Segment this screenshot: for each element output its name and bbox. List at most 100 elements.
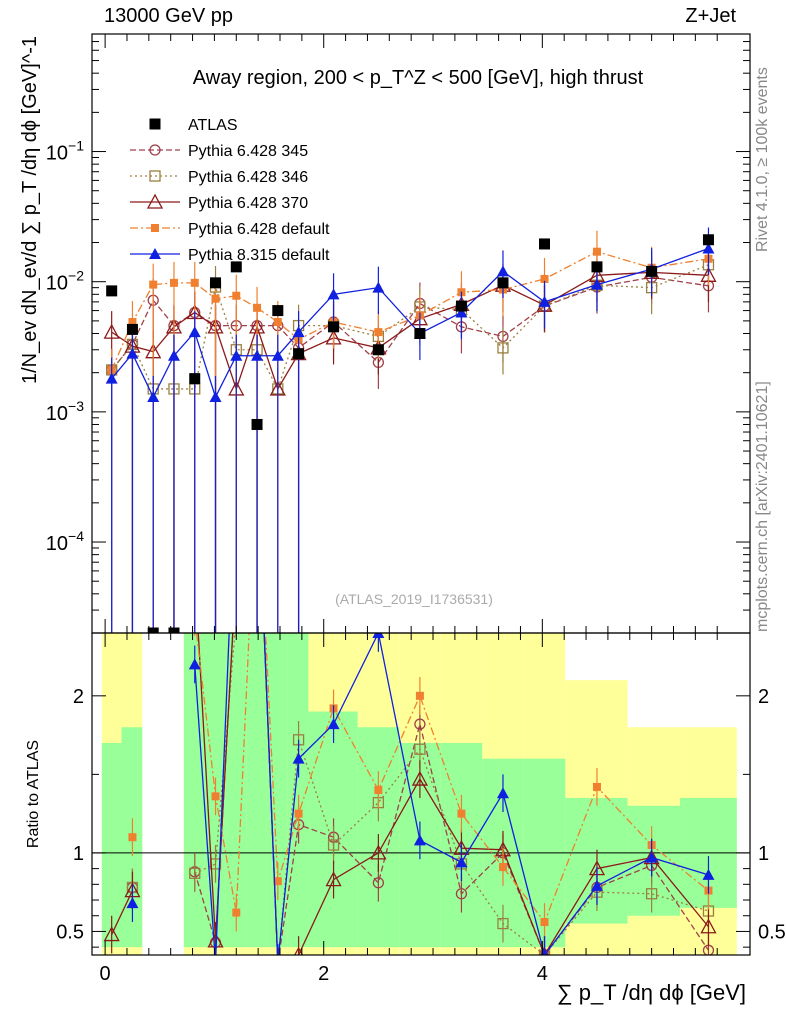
ratio-y-tick-label: 2 [73, 686, 84, 708]
analysis-id-label: (ATLAS_2019_I1736531) [335, 591, 493, 607]
ratio-point-p8 [327, 718, 340, 730]
ratio-point-p8 [455, 856, 468, 868]
main-y-tick-label: 10−3 [46, 398, 84, 425]
main-point-p370 [103, 323, 120, 339]
ratio-y-tick-label-right: 2 [758, 686, 769, 708]
main-point-ATLAS [646, 265, 658, 277]
legend-marker-ATLAS [149, 118, 161, 130]
main-point-p8 [538, 295, 551, 307]
ratio-point-p345 [273, 958, 283, 968]
legend-label-ATLAS: ATLAS [188, 117, 238, 134]
main-point-ATLAS [328, 321, 340, 333]
legend-label-p8: Pythia 8.315 default [188, 247, 330, 264]
ratio-y-axis-label: Ratio to ATLAS [25, 740, 42, 848]
ratio-point-p8 [126, 897, 139, 909]
main-point-ATLAS [702, 234, 714, 246]
ratio-point-p346 [189, 867, 201, 879]
ratio-point-pdef [232, 908, 241, 917]
ratio-y-tick-label: 1 [73, 843, 84, 865]
ratio-point-p8 [496, 787, 509, 799]
main-point-ATLAS [251, 418, 263, 430]
main-plot-area [103, 227, 717, 633]
legend-marker-p346 [149, 170, 161, 182]
main-point-pdef [273, 318, 282, 327]
ratio-point-pdef [592, 782, 601, 791]
main-point-ATLAS [147, 627, 159, 633]
main-point-p346 [497, 342, 509, 354]
ratio-point-p345 [372, 877, 385, 889]
ratio-point-p346 [414, 743, 426, 755]
ratio-point-p346 [645, 888, 658, 900]
main-point-ATLAS [168, 627, 180, 633]
main-point-p8 [292, 326, 305, 338]
main-point-pdef [190, 278, 199, 287]
mcplots-source-label: mcplots.cern.ch [arXiv:2401.10621] [754, 381, 771, 632]
main-point-p8 [209, 391, 222, 403]
main-point-ATLAS [539, 238, 551, 250]
main-point-p8 [105, 372, 118, 384]
main-y-axis-label: 1/N_ev dN_ev/d ∑ p_T /dη dϕ [GeV]^-1 [19, 36, 41, 384]
ratio-point-p370 [325, 871, 342, 887]
ratio-point-p8 [590, 879, 603, 891]
main-point-ATLAS [272, 305, 284, 317]
ratio-series-p8 [126, 633, 715, 955]
main-series-ATLAS [106, 234, 714, 633]
ratio-point-p346 [497, 917, 509, 930]
ratio-point-p8 [413, 834, 426, 846]
main-point-ATLAS [455, 300, 467, 312]
legend-label-pdef: Pythia 6.428 default [188, 221, 330, 238]
green-band-bin [225, 633, 247, 948]
ratio-frame [91, 632, 751, 956]
legend-marker-p345 [149, 144, 161, 156]
rivet-version-label: Rivet 4.1.0, ≥ 100k events [754, 67, 771, 252]
green-band-bin [266, 633, 288, 948]
main-point-ATLAS [230, 261, 242, 273]
main-line-p8 [111, 247, 709, 399]
main-line-p370 [111, 271, 709, 391]
green-band-bin [101, 742, 122, 948]
main-series-pdef [107, 230, 713, 633]
main-point-ATLAS [497, 277, 509, 289]
legend-marker-pdef [151, 224, 159, 232]
main-point-pdef [149, 280, 158, 289]
green-band-bin [246, 633, 267, 948]
header-left-label: 13000 GeV pp [104, 5, 233, 27]
x-tick-label: 0 [100, 963, 111, 985]
header-right-label: Z+Jet [685, 5, 736, 27]
main-point-p8 [167, 349, 180, 361]
ratio-y-tick-label: 0.5 [56, 921, 84, 943]
main-point-ATLAS [414, 328, 426, 339]
ratio-point-p345 [414, 718, 426, 730]
ratio-point-pdef [498, 863, 507, 872]
x-tick-label: 2 [318, 963, 329, 985]
legend-marker-p8 [149, 248, 161, 259]
ratio-point-pdef [374, 786, 383, 795]
ratio-point-p370 [700, 918, 717, 934]
main-point-pdef [253, 303, 262, 312]
ratio-point-p8 [372, 633, 385, 638]
main-point-p8 [126, 347, 139, 359]
ratio-point-p346 [273, 958, 283, 968]
main-point-ATLAS [372, 344, 384, 356]
main-series-p370 [103, 251, 717, 633]
main-point-ATLAS [591, 261, 603, 273]
ratio-point-p345 [455, 888, 468, 900]
ratio-series-pdef [128, 633, 713, 941]
main-title: Away region, 200 < p_T^Z < 500 [GeV], hi… [193, 67, 644, 89]
main-point-ATLAS [126, 323, 138, 335]
ratio-point-p8 [702, 868, 715, 880]
main-point-p8 [327, 288, 340, 300]
ratio-point-pdef [457, 809, 466, 818]
ratio-point-pdef [540, 918, 549, 927]
main-point-ATLAS [106, 285, 118, 297]
ratio-point-p370 [370, 844, 387, 860]
main-point-ATLAS [189, 373, 201, 385]
main-point-p8 [496, 265, 509, 277]
ratio-point-pdef [273, 877, 282, 886]
green-band-bin [287, 633, 309, 948]
main-point-pdef [232, 291, 241, 300]
ratio-line-p8 [194, 633, 709, 955]
ratio-y-tick-label-right: 1 [758, 843, 769, 865]
main-point-pdef [128, 318, 137, 327]
